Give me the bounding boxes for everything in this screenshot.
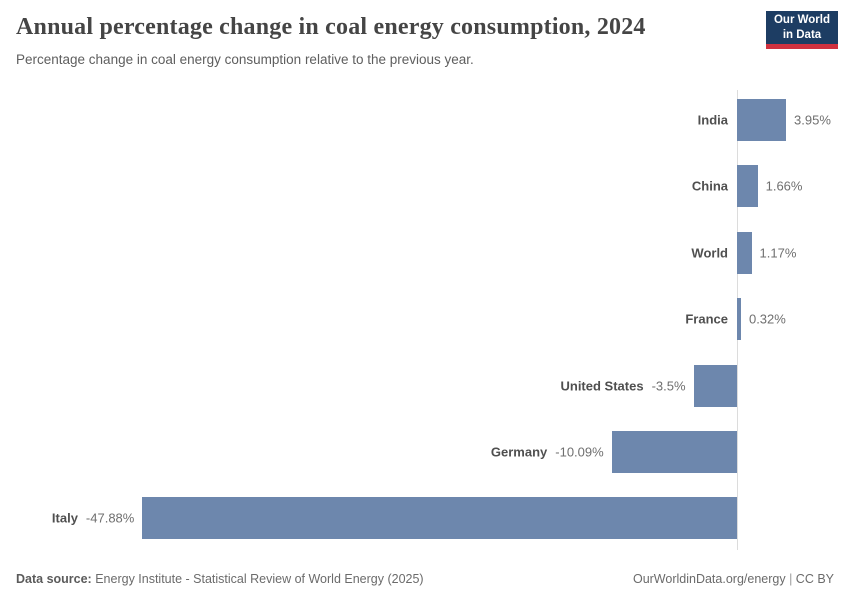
bar[interactable] [737,165,758,208]
bar-chart: India 3.95% China 1.66% World 1.17% France 0.32… [0,90,850,550]
bar-category-label: India [697,112,728,128]
bar-label-group: Germany -10.09% [491,445,604,460]
bar-category-label: China [691,178,728,194]
bar-category-label: France [685,311,728,327]
bar-category-label: Germany [490,444,548,460]
owid-logo-line1: Our World [773,14,830,27]
data-source-label: Data source: [16,572,92,586]
bar-value-label: -10.09% [555,444,604,460]
owid-logo[interactable]: Our World in Data [766,11,838,49]
bar[interactable] [142,497,737,540]
bar-category-label: World [691,245,728,261]
bar-category-label: Italy [51,510,78,526]
bar[interactable] [737,99,787,141]
bar-category-label: United States [560,378,644,394]
bar-value-label: -47.88% [85,510,135,526]
footer-separator: | [785,572,796,586]
bar-value-label: 1.17% [759,245,797,261]
bar[interactable] [611,431,737,473]
chart-footer: Data source: Energy Institute - Statisti… [16,572,834,586]
bar[interactable] [737,231,752,274]
license-link[interactable]: CC BY [795,572,834,586]
bar-value-label: 3.95% [794,112,831,128]
bar-label-group: United States -3.5% [560,378,685,393]
bar-value-label: 0.32% [748,311,786,327]
bar[interactable] [737,298,741,341]
bar-value-label: 1.66% [765,178,803,194]
data-source-note: Data source: Energy Institute - Statisti… [16,572,424,586]
bar[interactable] [693,364,737,407]
chart-title: Annual percentage change in coal energy … [16,14,646,40]
footer-links: OurWorldinData.org/energy | CC BY [633,572,834,586]
owid-logo-line2: in Data [782,28,822,41]
bar-value-label: -3.5% [651,378,686,394]
chart-subtitle: Percentage change in coal energy consump… [16,52,474,67]
bar-label-group: Italy -47.88% [52,511,134,526]
owid-url-link[interactable]: OurWorldinData.org/energy [632,572,786,586]
data-source-value: Energy Institute - Statistical Review of… [91,572,424,586]
